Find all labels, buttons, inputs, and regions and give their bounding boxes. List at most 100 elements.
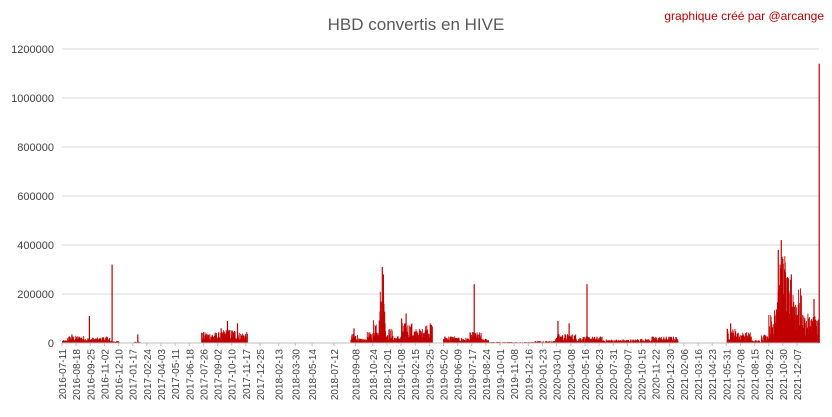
x-tick-label: 2017-09-02 [214,349,225,401]
bar [238,332,240,343]
x-tick-label: 2019-02-15 [411,349,422,401]
bars [62,63,820,343]
bar [411,323,413,343]
bar [454,338,456,343]
y-axis-ticks: 0 200000 400000 600000 800000 1000000 1200000 [11,44,54,350]
bar [750,336,752,343]
x-tick-label: 2021-05-31 [722,349,733,401]
bar [741,335,743,343]
bar [99,338,101,343]
bar [362,339,364,343]
bar [93,339,95,343]
y-tick-label: 1000000 [11,93,54,105]
x-tick-label: 2016-11-02 [100,349,111,400]
bar [651,336,653,343]
bar [452,336,454,343]
bar [418,335,420,343]
bar [612,340,613,343]
bar [642,340,644,343]
bar [676,339,678,343]
bar [223,330,225,343]
bar [375,324,377,343]
bar [446,338,448,343]
bar [379,291,381,343]
bar [674,338,676,343]
bar [79,337,81,343]
bar [811,318,813,343]
bar [562,334,564,343]
bar [421,333,423,343]
bar [744,333,746,343]
x-tick-label: 2018-05-14 [308,349,319,401]
bar [575,339,577,343]
bar [801,295,803,343]
bar [804,317,806,343]
bar [736,336,737,343]
bar [472,332,474,343]
bar-spike [790,274,792,343]
x-axis-ticks: 2016-07-11 2016-08-18 2016-09-25 2016-11-02… [58,343,804,400]
bar [733,332,734,343]
bar [727,333,729,343]
bar-spike [784,269,786,343]
bar [77,336,79,343]
y-tick-label: 400000 [17,240,54,252]
y-tick-label: 200000 [17,289,54,301]
bar [85,339,86,343]
bar [807,313,809,343]
x-tick-label: 2019-12-16 [524,349,535,401]
chart-title: HBD convertis en HIVE [328,15,505,34]
bar [739,334,741,343]
x-tick-label: 2016-07-11 [58,349,69,400]
bar [448,336,450,343]
bar [204,332,206,343]
bar [648,339,650,343]
bar [677,340,679,343]
bar [225,334,226,343]
bar [201,332,203,343]
bar [408,325,410,343]
y-tick-label: 600000 [17,191,54,203]
bar [79,338,81,343]
bar [392,335,394,343]
bar [444,336,446,343]
x-tick-label: 2021-10-30 [779,349,790,401]
bar [107,340,109,343]
bar [565,334,567,343]
bar [746,332,747,343]
bar [540,341,542,343]
bar-spike [111,264,113,343]
bar [378,320,380,343]
bar [569,336,571,343]
bar [628,340,629,343]
x-tick-label: 2017-05-11 [171,349,182,400]
x-tick-label: 2020-06-23 [595,349,606,401]
bar [102,337,104,343]
bar [614,340,616,343]
y-tick-label: 1200000 [11,44,54,56]
bar [527,341,529,343]
bar [753,341,755,343]
x-tick-label: 2019-05-02 [439,349,450,401]
bar [809,326,811,343]
bar [561,336,562,343]
bar [100,337,102,343]
bar [642,340,644,343]
x-tick-label: 2019-01-08 [397,349,408,401]
x-tick-label: 2016-12-10 [115,349,126,401]
bar [407,325,409,343]
bar [364,340,366,343]
x-tick-label: 2020-07-31 [609,349,620,401]
x-tick-label: 2019-06-09 [454,349,465,401]
x-tick-label: 2017-11-17 [242,349,253,400]
bar [69,336,70,343]
bar [496,341,498,343]
bar [63,340,65,343]
bar [673,336,675,343]
bar [559,335,561,343]
bar [455,338,457,343]
bar [410,324,412,343]
bar-spike [777,249,779,343]
bar-spike [813,298,815,343]
bar [109,338,111,343]
